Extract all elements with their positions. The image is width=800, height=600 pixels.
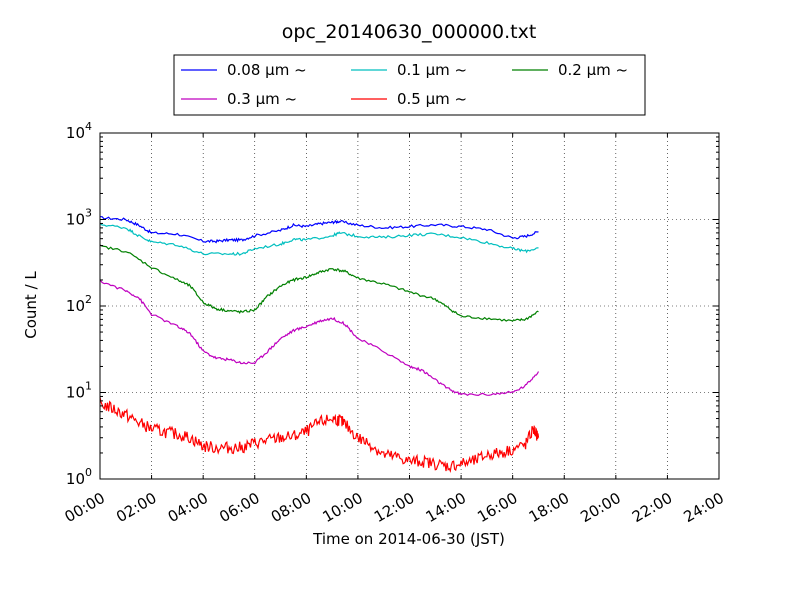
series-line: [99, 244, 539, 322]
series-line: [99, 222, 539, 256]
y-tick-label: 101: [66, 380, 92, 402]
x-tick-label: 06:00: [216, 489, 262, 526]
x-tick-label: 24:00: [681, 489, 727, 526]
x-tick-label: 00:00: [62, 489, 108, 526]
x-tick-label: 18:00: [526, 489, 572, 526]
x-tick-label: 22:00: [629, 489, 675, 526]
y-tick-label: 104: [66, 120, 92, 142]
x-tick-label: 08:00: [268, 489, 314, 526]
x-tick-label: 02:00: [113, 489, 159, 526]
y-axis-label: Count / L: [22, 271, 40, 339]
x-tick-label: 14:00: [423, 489, 469, 526]
x-tick-label: 10:00: [319, 489, 365, 526]
grid: [100, 133, 719, 479]
x-axis-label: Time on 2014-06-30 (JST): [312, 530, 505, 548]
legend: 0.08 μm ~ 0.1 μm ~ 0.2 μm ~ 0.3 μm ~ 0.5 μm …: [173, 54, 646, 116]
legend-label: 0.2 μm ~: [558, 61, 628, 79]
y-tick-label: 102: [66, 293, 92, 315]
x-tick-label: 12:00: [371, 489, 417, 526]
series-layer: [99, 216, 540, 474]
series-line: [99, 279, 540, 397]
x-tick-label: 04:00: [165, 489, 211, 526]
x-tick-label: 20:00: [577, 489, 623, 526]
y-tick-label: 103: [66, 207, 92, 229]
x-tick-label: 16:00: [474, 489, 520, 526]
series-line: [99, 397, 540, 474]
legend-label: 0.5 μm ~: [397, 90, 467, 108]
legend-label: 0.1 μm ~: [397, 61, 467, 79]
ticks: 00:00 02:00 04:00 06:00 08:00 10:00 12:00 14:00…: [62, 120, 727, 526]
legend-label: 0.3 μm ~: [227, 90, 297, 108]
legend-box: [173, 54, 646, 116]
legend-label: 0.08 μm ~: [227, 61, 307, 79]
chart-title: opc_20140630_000000.txt: [282, 21, 537, 43]
series-line: [100, 216, 539, 244]
y-tick-label: 100: [66, 466, 92, 488]
